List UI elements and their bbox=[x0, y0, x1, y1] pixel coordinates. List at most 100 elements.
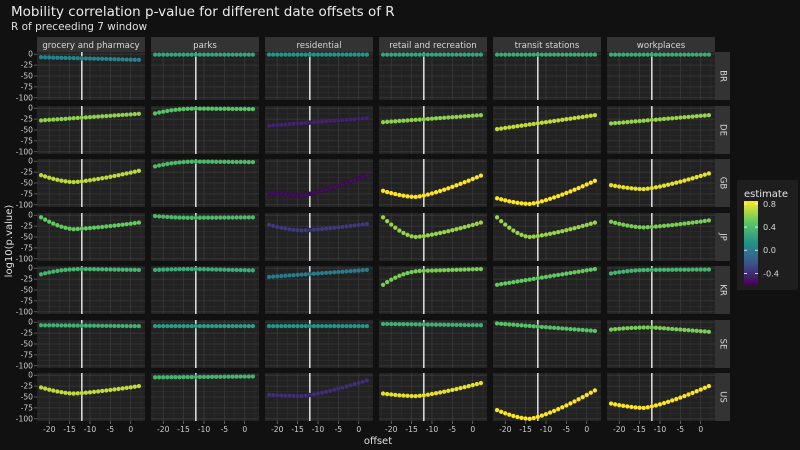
data-point bbox=[612, 52, 618, 57]
data-point bbox=[523, 52, 528, 57]
data-point bbox=[87, 266, 93, 272]
data-point bbox=[470, 52, 476, 57]
data-point bbox=[169, 374, 174, 380]
data-point bbox=[189, 215, 195, 221]
data-point bbox=[678, 115, 683, 120]
y-tick-label: -100 bbox=[16, 254, 33, 263]
data-point bbox=[523, 122, 528, 128]
data-point bbox=[209, 52, 215, 57]
data-point bbox=[71, 55, 77, 61]
data-point bbox=[425, 233, 431, 238]
row-strip-label: SE bbox=[718, 339, 728, 350]
data-point bbox=[299, 52, 305, 57]
data-point bbox=[364, 378, 370, 383]
data-point bbox=[559, 326, 565, 331]
data-point bbox=[226, 374, 231, 380]
data-point bbox=[217, 323, 223, 329]
data-point bbox=[156, 267, 162, 273]
data-point bbox=[502, 410, 508, 416]
data-point bbox=[83, 115, 89, 120]
data-point bbox=[706, 112, 712, 118]
data-point bbox=[673, 326, 679, 332]
data-point bbox=[592, 112, 598, 118]
data-point bbox=[283, 52, 288, 57]
facet-panel bbox=[379, 106, 487, 154]
data-point bbox=[405, 52, 410, 57]
data-point bbox=[539, 233, 545, 238]
data-point bbox=[413, 393, 419, 399]
data-point bbox=[234, 267, 239, 273]
data-point bbox=[641, 325, 647, 330]
data-point bbox=[409, 52, 414, 57]
data-point bbox=[291, 323, 296, 329]
data-point bbox=[356, 268, 362, 273]
facet-panel bbox=[37, 213, 145, 261]
data-point bbox=[185, 374, 191, 380]
row-strip-label: DE bbox=[718, 124, 728, 136]
data-point bbox=[401, 193, 406, 199]
facet-panel bbox=[265, 213, 373, 261]
data-point bbox=[352, 223, 358, 228]
data-point bbox=[340, 323, 345, 329]
data-point bbox=[87, 389, 93, 395]
data-point bbox=[555, 325, 561, 331]
data-point bbox=[564, 227, 569, 233]
data-point bbox=[360, 379, 366, 385]
data-point bbox=[559, 117, 565, 123]
data-point bbox=[99, 56, 105, 62]
data-point bbox=[71, 266, 77, 272]
data-point bbox=[559, 228, 565, 234]
data-point bbox=[79, 115, 85, 121]
data-point bbox=[502, 198, 508, 203]
data-point bbox=[323, 389, 329, 395]
data-point bbox=[331, 387, 337, 393]
data-point bbox=[164, 108, 170, 114]
data-point bbox=[67, 267, 72, 272]
data-point bbox=[519, 52, 524, 57]
data-point bbox=[136, 383, 142, 389]
data-point bbox=[620, 326, 626, 331]
data-point bbox=[625, 52, 630, 57]
y-tick-label: 0 bbox=[28, 371, 33, 380]
data-point bbox=[348, 179, 353, 184]
x-tick-label: 0 bbox=[698, 425, 703, 434]
data-point bbox=[682, 221, 687, 226]
data-point bbox=[315, 271, 321, 276]
data-point bbox=[319, 188, 325, 194]
data-point bbox=[388, 190, 394, 196]
data-point bbox=[164, 323, 170, 329]
data-point bbox=[498, 126, 504, 131]
data-point bbox=[645, 52, 651, 57]
data-point bbox=[698, 267, 704, 272]
data-point bbox=[450, 52, 455, 57]
data-point bbox=[657, 116, 663, 122]
data-point bbox=[633, 268, 638, 273]
data-point bbox=[706, 329, 712, 335]
data-point bbox=[629, 325, 634, 331]
data-point bbox=[112, 56, 117, 62]
data-point bbox=[462, 52, 467, 57]
data-point bbox=[478, 112, 484, 118]
y-tick-label: 0 bbox=[28, 104, 33, 113]
data-point bbox=[572, 327, 577, 332]
data-point bbox=[649, 224, 655, 230]
data-point bbox=[226, 159, 231, 165]
data-point bbox=[388, 222, 394, 227]
data-point bbox=[242, 215, 248, 220]
data-point bbox=[392, 118, 398, 124]
x-tick-label: -15 bbox=[291, 425, 304, 434]
data-point bbox=[645, 404, 651, 410]
data-point bbox=[360, 52, 366, 57]
data-point bbox=[128, 57, 134, 62]
data-point bbox=[539, 52, 545, 57]
data-point bbox=[189, 374, 195, 380]
data-point bbox=[564, 190, 569, 196]
data-point bbox=[226, 267, 231, 273]
data-point bbox=[539, 275, 545, 280]
data-point bbox=[283, 226, 288, 231]
data-point bbox=[498, 409, 504, 415]
data-point bbox=[433, 322, 439, 327]
data-point bbox=[384, 52, 390, 57]
data-point bbox=[673, 222, 679, 227]
data-point bbox=[234, 106, 239, 112]
